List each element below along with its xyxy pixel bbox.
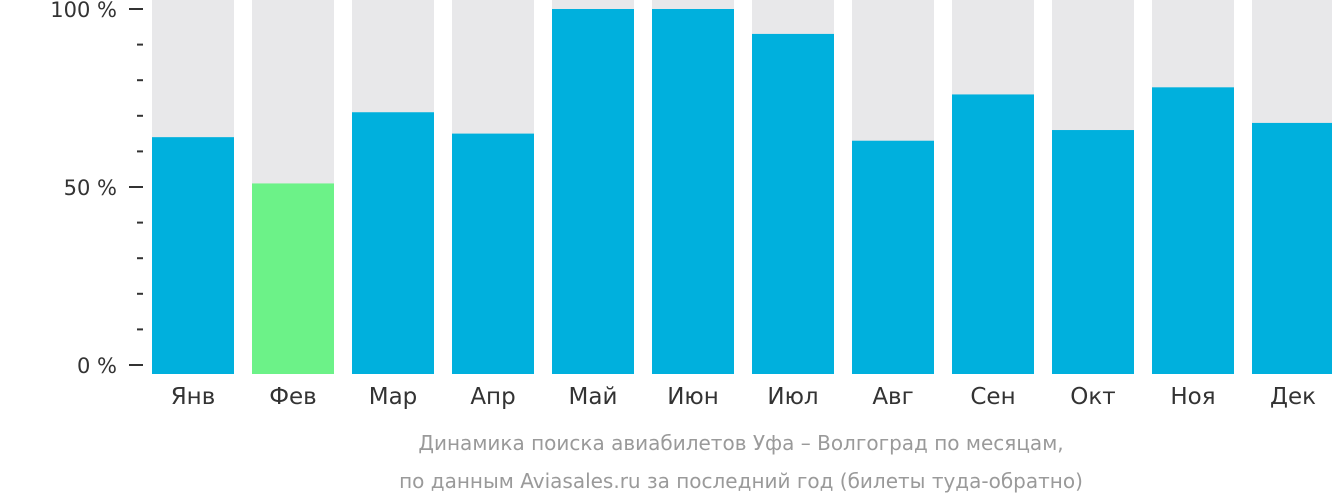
- x-tick-label: Апр: [470, 384, 515, 410]
- bar-12: [1252, 122, 1332, 374]
- bar-5: [552, 9, 634, 374]
- bar-7: [752, 33, 834, 375]
- y-tick-label: 100 %: [50, 0, 117, 22]
- x-tick-label: Май: [569, 384, 618, 410]
- bar-10: [1052, 130, 1134, 374]
- x-tick-label: Авг: [872, 384, 913, 410]
- x-tick-label: Дек: [1270, 384, 1316, 410]
- y-tick-label: 0 %: [77, 354, 117, 378]
- bar-8: [852, 140, 934, 374]
- x-axis-labels: Янв Фев Мар Апр Май Июн Июл Авг Сен Окт Ноя Дек: [171, 384, 1316, 410]
- x-tick-label: Мар: [369, 384, 418, 410]
- x-tick-label: Июн: [667, 384, 719, 410]
- y-tick-label: 50 %: [64, 176, 117, 200]
- x-tick-label: Янв: [171, 384, 216, 410]
- y-axis: 0 % 50 % 100 %: [50, 0, 143, 378]
- bar-6: [652, 9, 734, 374]
- bar-9: [952, 94, 1034, 374]
- bar-3: [352, 112, 434, 375]
- bar-2: [252, 183, 334, 374]
- chart-caption-line-1: Динамика поиска авиабилетов Уфа – Волгог…: [418, 431, 1063, 455]
- x-tick-label: Фев: [269, 384, 317, 410]
- bar-11: [1152, 87, 1234, 374]
- chart-caption-line-2: по данным Aviasales.ru за последний год …: [399, 469, 1083, 493]
- bar-1: [152, 137, 234, 374]
- bars-group: [152, 0, 1332, 375]
- x-tick-label: Сен: [970, 384, 1015, 410]
- x-tick-label: Июл: [767, 384, 818, 410]
- bar-4: [452, 133, 534, 374]
- x-tick-label: Окт: [1070, 384, 1115, 410]
- x-tick-label: Ноя: [1170, 384, 1215, 410]
